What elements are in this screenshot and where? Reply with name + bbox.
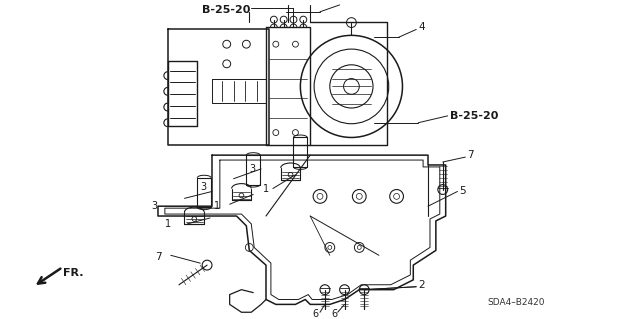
Text: SDA4–B2420: SDA4–B2420 bbox=[487, 298, 545, 307]
Text: 3: 3 bbox=[151, 201, 157, 211]
Text: 7: 7 bbox=[467, 150, 474, 160]
Text: B-25-20: B-25-20 bbox=[450, 111, 498, 121]
Text: FR.: FR. bbox=[63, 268, 83, 278]
Text: 1: 1 bbox=[263, 183, 269, 194]
Text: 6: 6 bbox=[332, 309, 338, 319]
Text: B-25-20: B-25-20 bbox=[202, 5, 250, 15]
Text: 5: 5 bbox=[460, 187, 466, 197]
Text: 2: 2 bbox=[418, 280, 425, 290]
Text: 1: 1 bbox=[214, 201, 220, 211]
Text: 3: 3 bbox=[200, 182, 206, 192]
Text: 4: 4 bbox=[418, 23, 425, 33]
Text: 1: 1 bbox=[165, 219, 171, 229]
Text: 3: 3 bbox=[250, 164, 255, 174]
Text: 7: 7 bbox=[155, 252, 162, 262]
Text: 6: 6 bbox=[312, 309, 318, 319]
